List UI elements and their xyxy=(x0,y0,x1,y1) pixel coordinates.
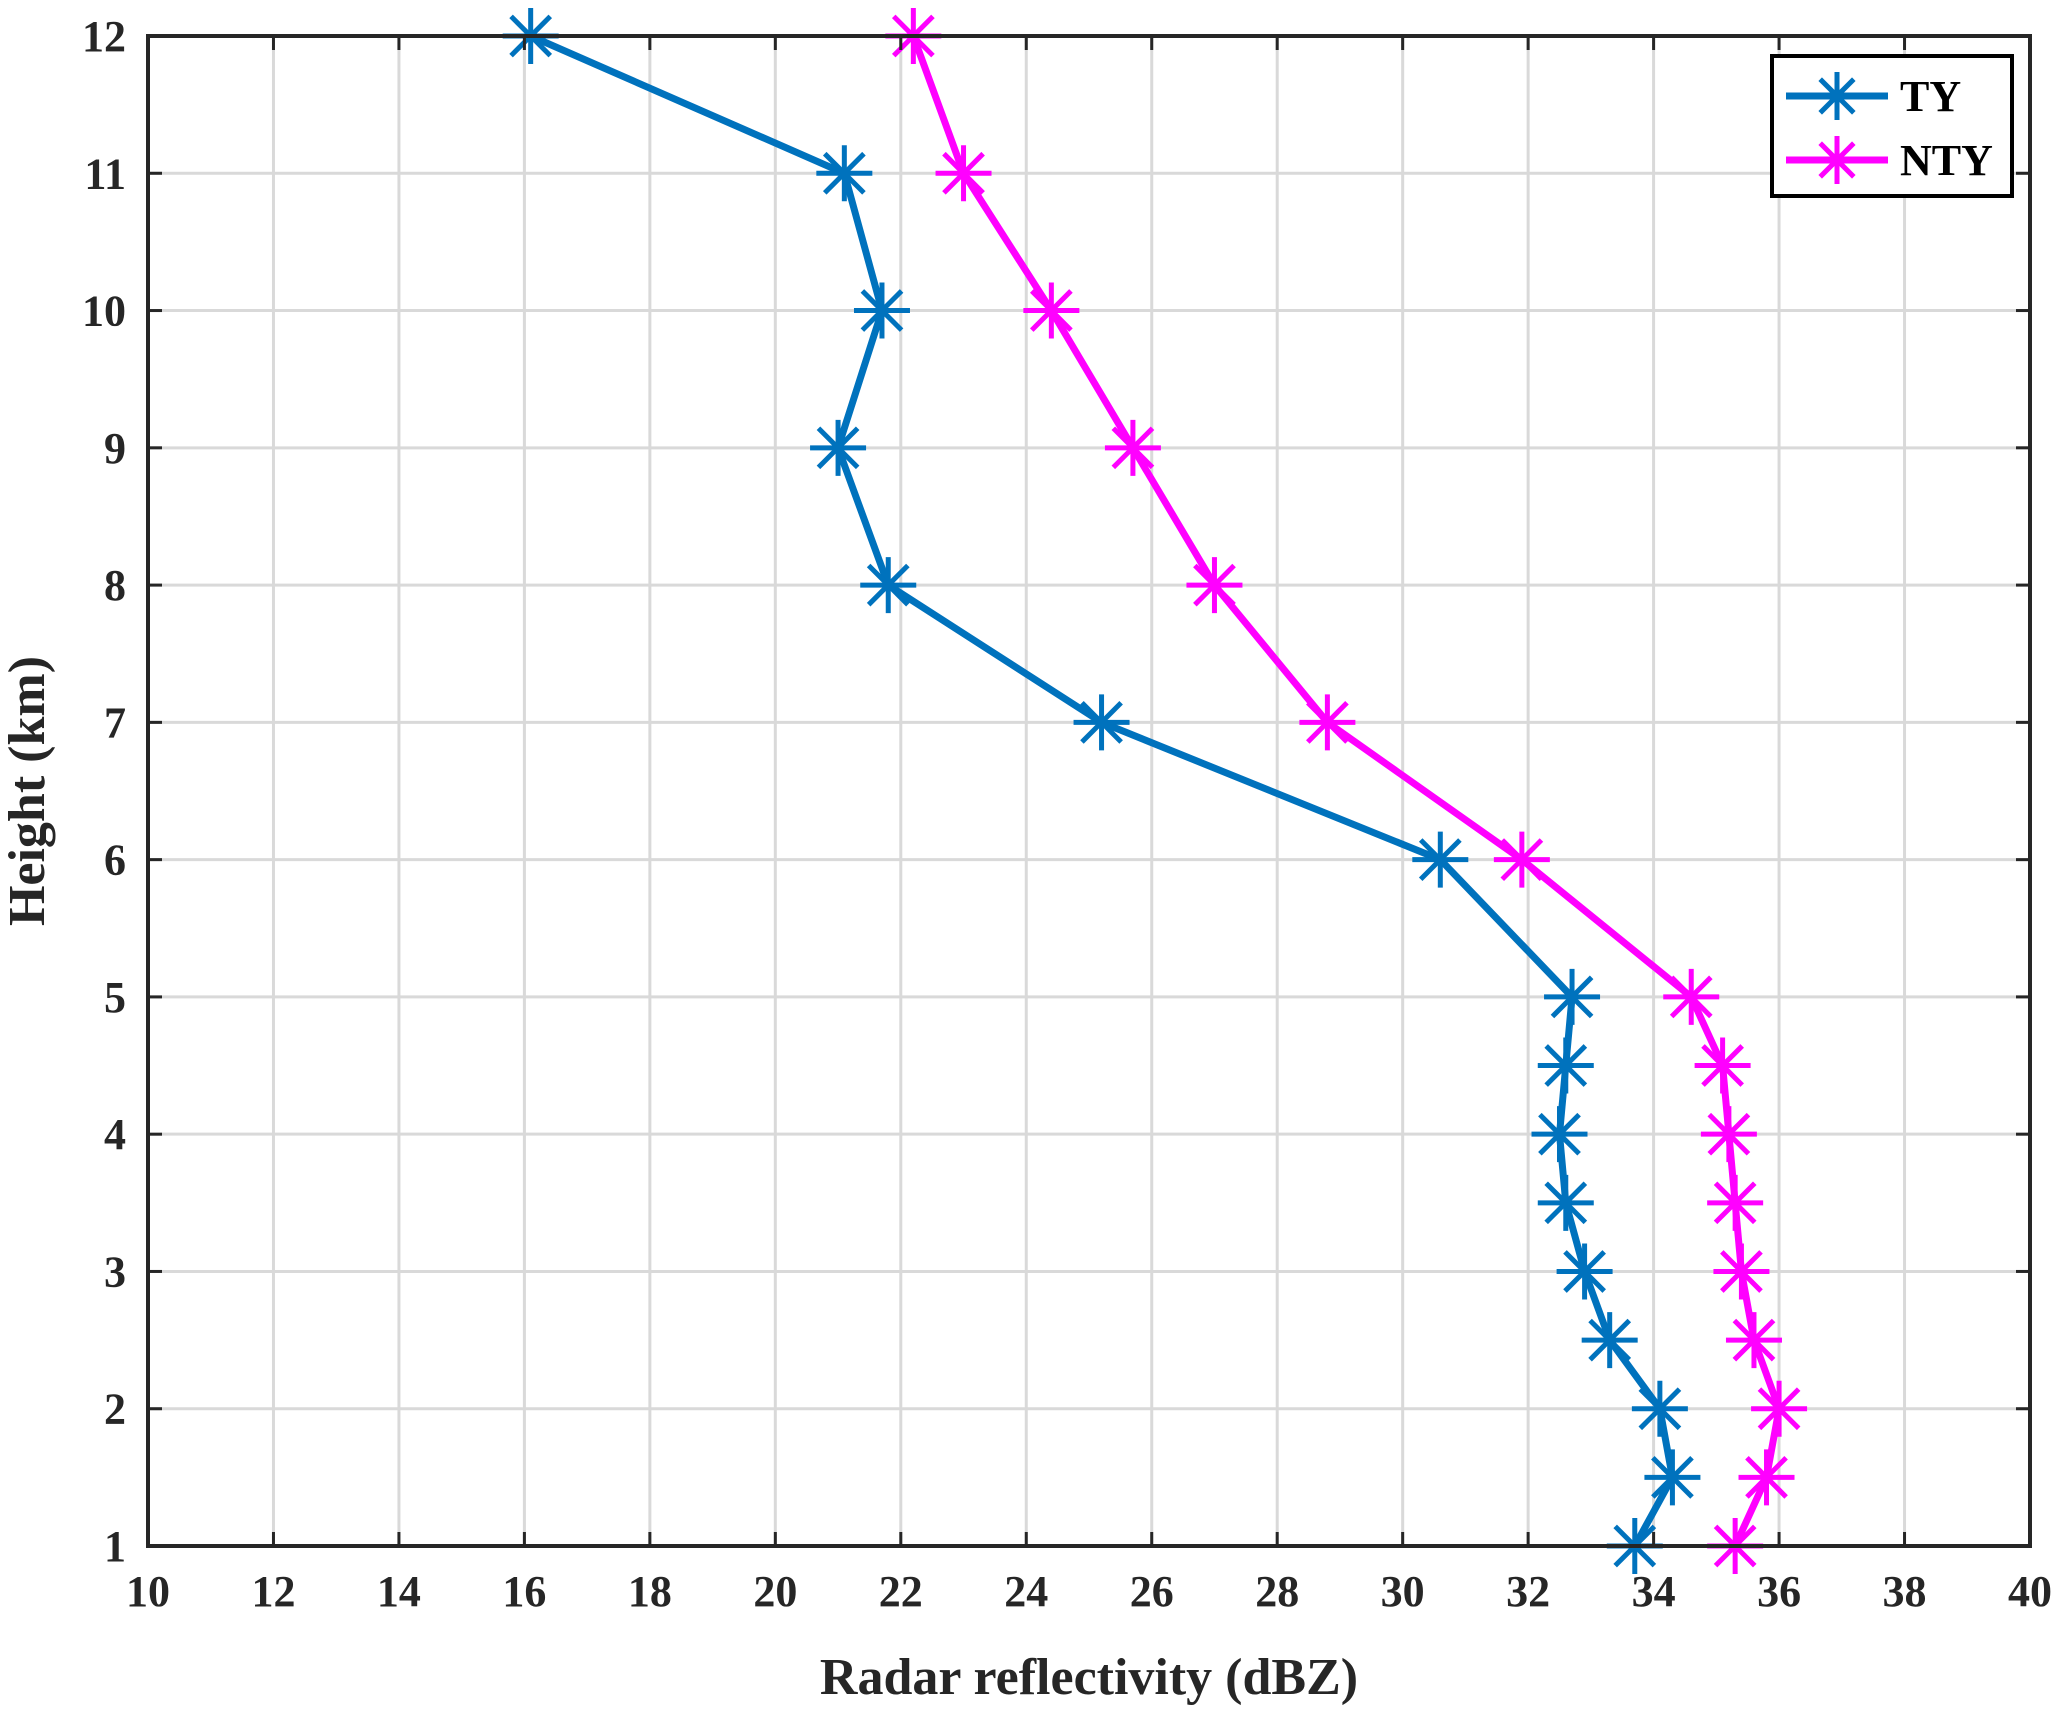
axis-ticks xyxy=(146,34,2032,1548)
data-point-marker xyxy=(1813,136,1861,184)
data-point-marker xyxy=(816,145,873,202)
data-point-marker xyxy=(1544,968,1601,1025)
data-point-marker xyxy=(1581,1312,1638,1369)
data-point-marker xyxy=(1725,1312,1782,1369)
y-tick-label: 12 xyxy=(82,12,126,61)
x-tick-label: 14 xyxy=(377,1567,421,1616)
data-point-marker xyxy=(1707,1174,1764,1231)
data-point-marker xyxy=(1299,694,1356,751)
data-point-marker xyxy=(1631,1380,1688,1437)
legend-item-nty: NTY xyxy=(1786,136,1993,185)
data-point-marker xyxy=(1493,831,1550,888)
data-point-marker xyxy=(853,282,910,339)
series-line-nty xyxy=(910,34,1783,1548)
x-axis-title: Radar reflectivity (dBZ) xyxy=(820,1649,1358,1706)
legend-label: TY xyxy=(1900,72,1961,121)
data-point-marker xyxy=(860,557,917,614)
grid xyxy=(146,34,2032,1548)
data-point-marker xyxy=(1104,419,1161,476)
data-point-marker xyxy=(1537,1174,1594,1231)
y-tick-label: 8 xyxy=(104,561,126,610)
x-tick-label: 18 xyxy=(628,1567,672,1616)
x-tick-label: 26 xyxy=(1130,1567,1174,1616)
x-tick-label: 30 xyxy=(1381,1567,1425,1616)
x-tick-label: 32 xyxy=(1506,1567,1550,1616)
y-tick-label: 2 xyxy=(104,1385,126,1434)
data-point-marker xyxy=(1531,1106,1588,1163)
series-line-ty xyxy=(529,32,1676,1548)
data-point-marker xyxy=(1813,72,1861,120)
data-point-marker xyxy=(1738,1449,1795,1506)
data-point-marker xyxy=(1556,1243,1613,1300)
x-tick-label: 12 xyxy=(251,1567,295,1616)
data-point-marker xyxy=(1663,968,1720,1025)
y-tick-label: 3 xyxy=(104,1247,126,1296)
y-tick-label: 4 xyxy=(104,1110,126,1159)
x-tick-label: 24 xyxy=(1004,1567,1048,1616)
legend: TY NTY xyxy=(1770,54,2014,198)
data-point-marker xyxy=(1694,1037,1751,1094)
data-point-marker xyxy=(1713,1243,1770,1300)
data-point-marker xyxy=(1751,1380,1808,1437)
x-tick-label: 28 xyxy=(1255,1567,1299,1616)
x-tick-label: 16 xyxy=(502,1567,546,1616)
y-tick-label: 10 xyxy=(82,287,126,336)
series-ty xyxy=(502,8,1701,1574)
x-tick-label: 10 xyxy=(126,1567,170,1616)
y-tick-label: 5 xyxy=(104,973,126,1022)
x-tick-label: 36 xyxy=(1757,1567,1801,1616)
series-nty xyxy=(885,8,1808,1574)
legend-item-ty: TY xyxy=(1786,72,1961,121)
x-axis-tick-labels: 10 12 14 16 18 20 22 24 26 28 30 32 34 36 38 40 xyxy=(126,1567,2052,1616)
data-point-marker xyxy=(1073,694,1130,751)
x-tick-label: 38 xyxy=(1883,1567,1927,1616)
series-layer xyxy=(502,8,1808,1574)
x-tick-label: 20 xyxy=(753,1567,797,1616)
y-tick-label: 11 xyxy=(84,149,126,198)
x-tick-label: 22 xyxy=(879,1567,923,1616)
x-tick-label: 40 xyxy=(2008,1567,2052,1616)
y-tick-label: 9 xyxy=(104,424,126,473)
data-point-marker xyxy=(935,145,992,202)
data-point-marker xyxy=(1023,282,1080,339)
data-point-marker xyxy=(1644,1449,1701,1506)
legend-label: NTY xyxy=(1900,136,1993,185)
y-tick-label: 7 xyxy=(104,698,126,747)
data-point-marker xyxy=(1537,1037,1594,1094)
data-point-marker xyxy=(1412,831,1469,888)
plot-area-frame xyxy=(146,34,2032,1548)
data-point-marker xyxy=(810,419,867,476)
y-tick-label: 1 xyxy=(104,1522,126,1571)
data-point-marker xyxy=(1186,557,1243,614)
x-tick-label: 34 xyxy=(1632,1567,1676,1616)
y-axis-title: Height (km) xyxy=(0,656,56,926)
data-point-marker xyxy=(1700,1106,1757,1163)
legend-box xyxy=(1770,54,2014,198)
y-tick-label: 6 xyxy=(104,836,126,885)
